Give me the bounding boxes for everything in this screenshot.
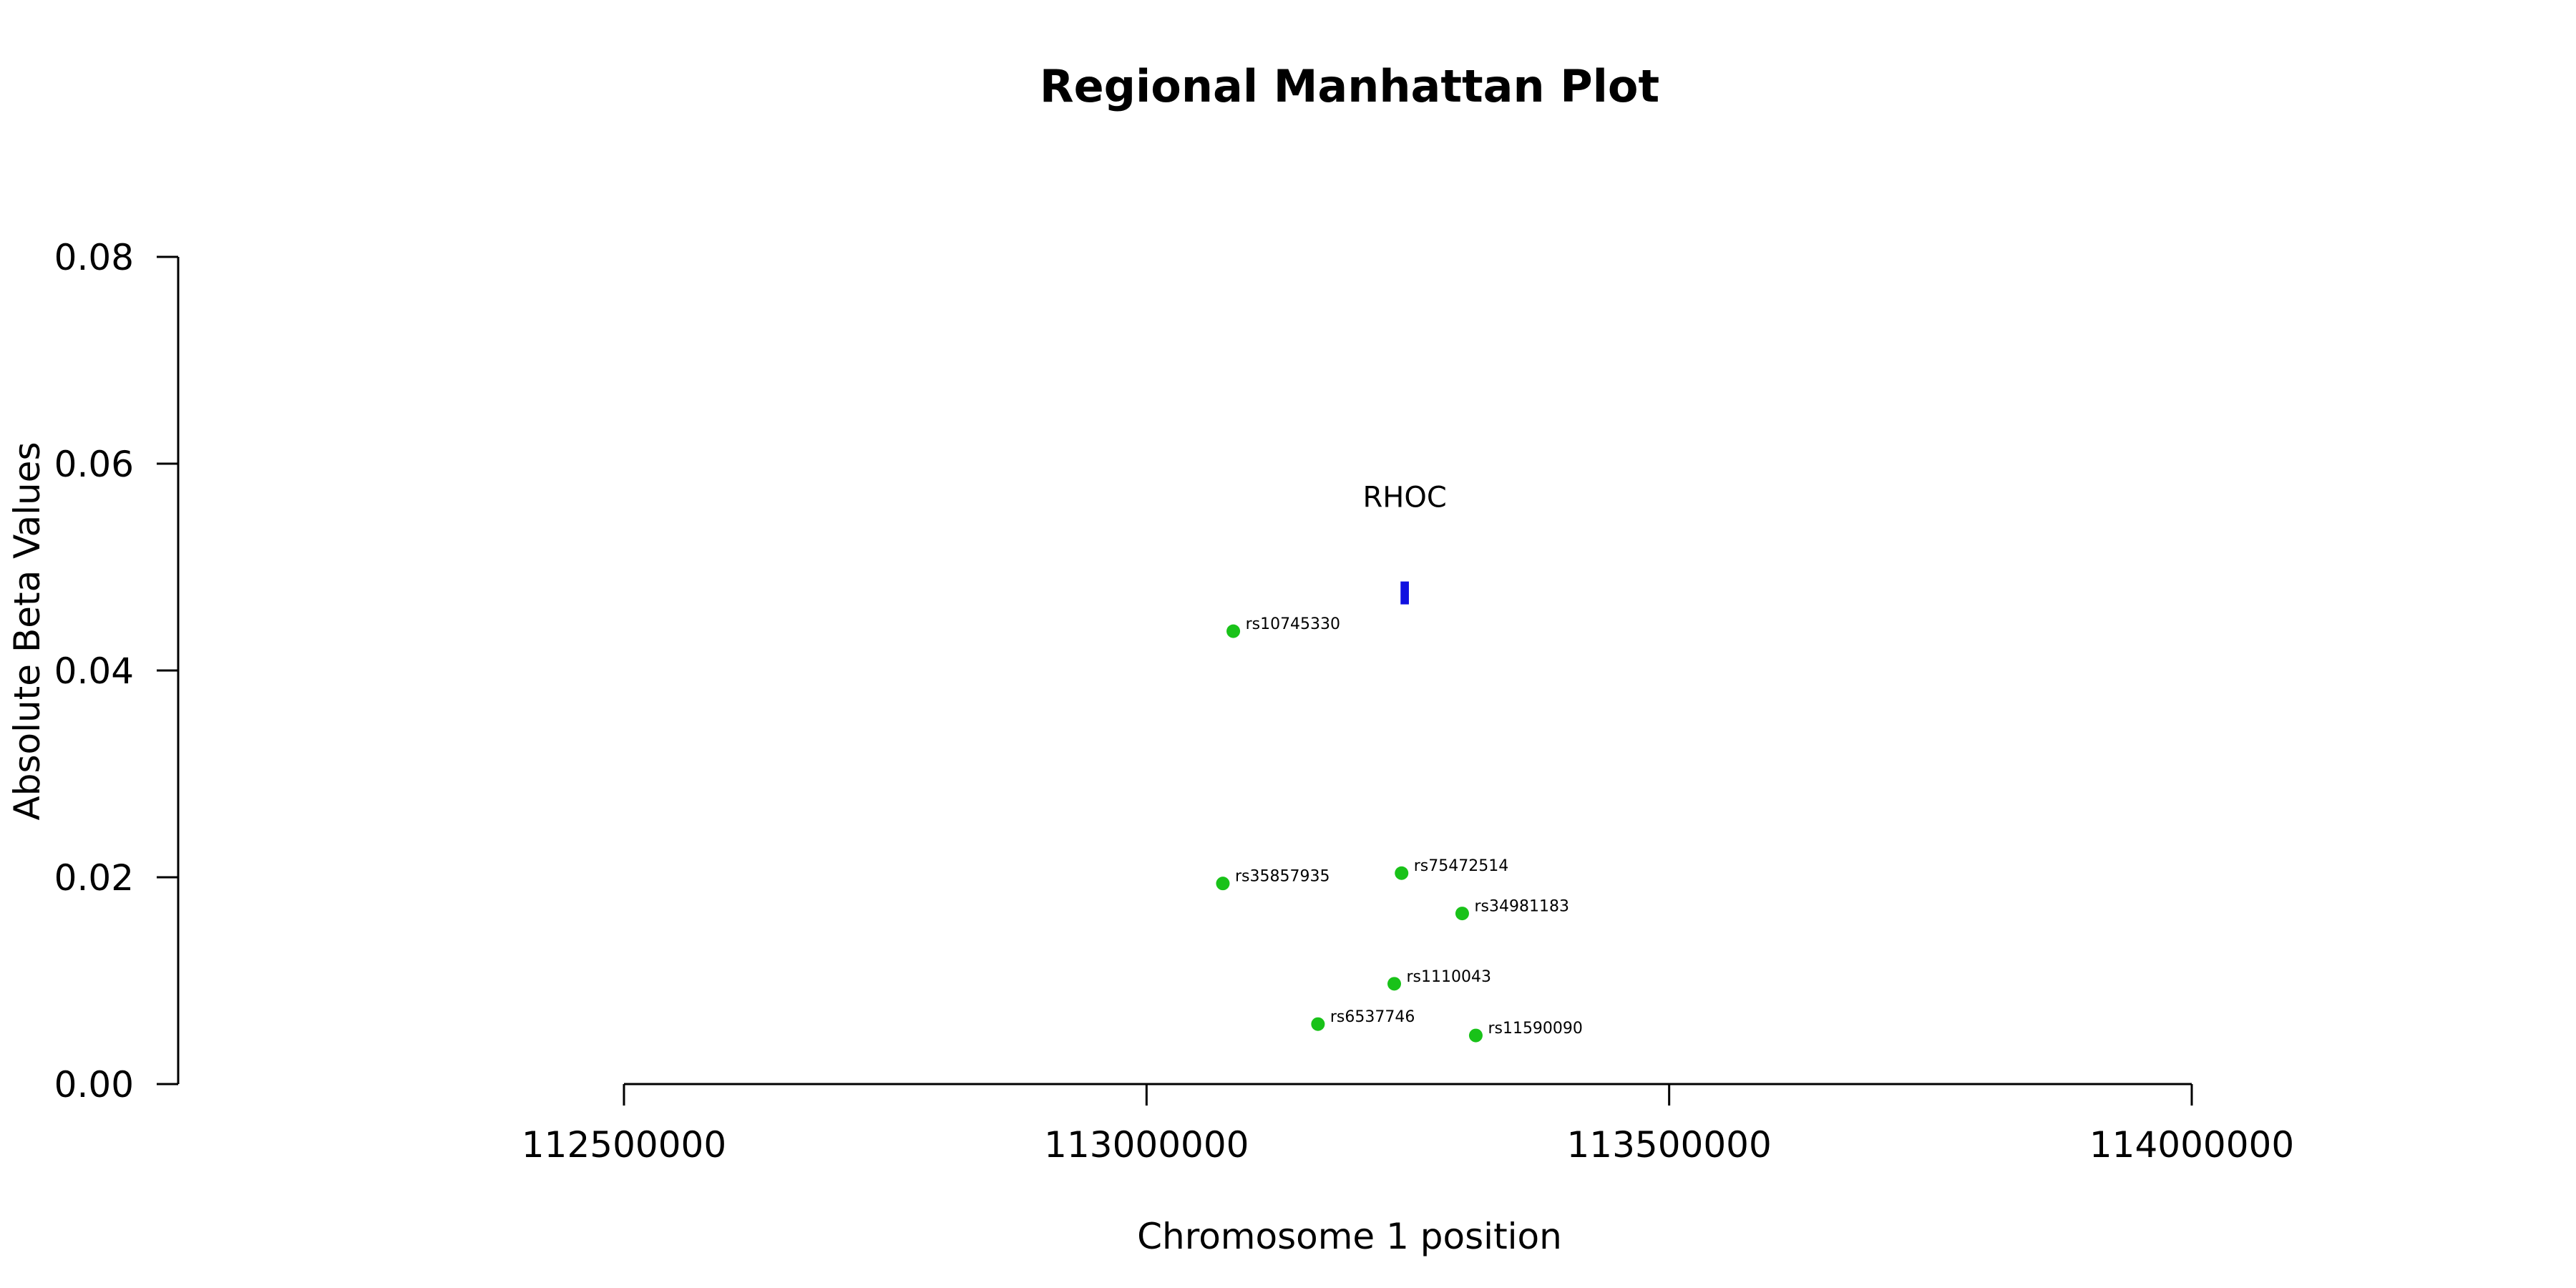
snp-point: [1455, 907, 1469, 921]
snp-points: rs10745330 rs35857935 rs75472514 rs34981183…: [1216, 615, 1583, 1043]
x-axis: 112500000 113000000 113500000 114000000: [522, 1083, 2294, 1166]
snp-point: [1468, 1028, 1483, 1043]
y-tick-label: 0.02: [54, 857, 134, 899]
y-axis: 0.00 0.02 0.04 0.06 0.08: [54, 237, 180, 1106]
snp-label: rs10745330: [1246, 615, 1340, 633]
snp-label: rs11590090: [1488, 1020, 1582, 1038]
x-tick-label: 114000000: [2089, 1124, 2294, 1166]
y-tick-label: 0.08: [54, 237, 134, 278]
x-axis-label: Chromosome 1 position: [1137, 1216, 1562, 1257]
snp-point: [1311, 1017, 1325, 1031]
gene-track: RHOC: [1362, 482, 1447, 605]
snp-point: [1216, 877, 1230, 891]
chart-title: Regional Manhattan Plot: [1040, 60, 1659, 112]
snp-point: [1387, 977, 1402, 991]
x-tick-label: 113500000: [1567, 1124, 1772, 1166]
x-tick-label: 112500000: [522, 1124, 726, 1166]
gene-label: RHOC: [1362, 482, 1446, 514]
snp-point: [1395, 866, 1409, 880]
y-tick-label: 0.00: [54, 1064, 134, 1106]
snp-label: rs35857935: [1235, 868, 1330, 886]
x-tick-label: 113000000: [1044, 1124, 1249, 1166]
gene-box: [1400, 581, 1409, 605]
snp-point: [1226, 624, 1241, 638]
snp-label: rs6537746: [1330, 1008, 1415, 1026]
snp-label: rs34981183: [1474, 898, 1568, 916]
y-tick-label: 0.06: [54, 444, 134, 485]
y-tick-label: 0.04: [54, 650, 134, 692]
snp-label: rs75472514: [1414, 857, 1508, 875]
y-axis-label: Absolute Beta Values: [6, 442, 48, 821]
snp-label: rs1110043: [1407, 968, 1491, 986]
